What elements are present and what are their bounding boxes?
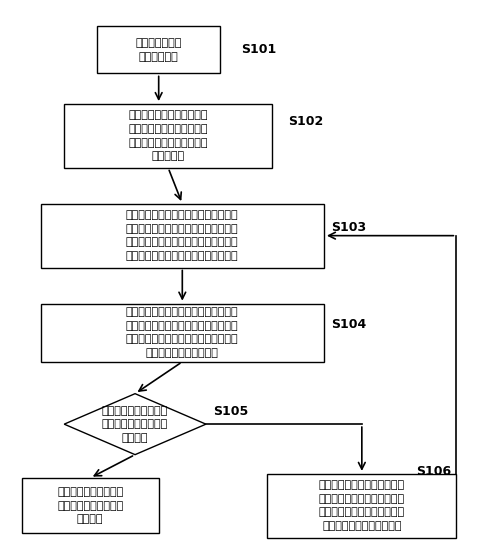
FancyBboxPatch shape <box>267 474 456 538</box>
Text: S102: S102 <box>289 115 324 128</box>
FancyBboxPatch shape <box>41 304 324 362</box>
Text: 机器人向充电座
发出充电信号: 机器人向充电座 发出充电信号 <box>135 38 182 62</box>
Text: 控制机器人从第一预设
回充位置移动对准充电
座的电极: 控制机器人从第一预设 回充位置移动对准充电 座的电极 <box>57 487 123 524</box>
Text: 根据接收到的红外引导信号的强度和所
述相似度匹配的环境图像信息规划一条
预设路径，并控制机器人沿着预设路径
移动至第一预设回充位置: 根据接收到的红外引导信号的强度和所 述相似度匹配的环境图像信息规划一条 预设路径… <box>126 307 239 358</box>
FancyBboxPatch shape <box>64 104 272 168</box>
Text: 判断第一预设回充位置
处是否拍摄到充电座的
识别标识: 判断第一预设回充位置 处是否拍摄到充电座的 识别标识 <box>102 405 168 443</box>
Text: S106: S106 <box>416 465 451 478</box>
Text: 当机器人在当前位置的各个
方位都接收到红外引导信号
时，实时采集充电座上设置
的识别标识: 当机器人在当前位置的各个 方位都接收到红外引导信号 时，实时采集充电座上设置 的… <box>129 110 208 161</box>
FancyBboxPatch shape <box>22 478 159 533</box>
Text: 根据实时拍摄的环境图像与预先存储的
充电座的识别标识图像的相似度，确定
与所述识别标识图像的相似度匹配的环
境图像对应的位置为第一预设回充位置: 根据实时拍摄的环境图像与预先存储的 充电座的识别标识图像的相似度，确定 与所述识… <box>126 210 239 261</box>
Text: S103: S103 <box>331 221 366 234</box>
Text: 根据第一预设回充位置接收到
的红外引导信号的强度，将机
器人的位姿从第一预设回充位
置调整至第二预设回充位置: 根据第一预设回充位置接收到 的红外引导信号的强度，将机 器人的位姿从第一预设回充… <box>319 480 405 531</box>
Polygon shape <box>64 394 206 455</box>
Text: S105: S105 <box>213 405 248 418</box>
Text: S104: S104 <box>331 318 366 331</box>
FancyBboxPatch shape <box>97 26 220 73</box>
Text: S101: S101 <box>241 44 277 57</box>
FancyBboxPatch shape <box>41 204 324 268</box>
